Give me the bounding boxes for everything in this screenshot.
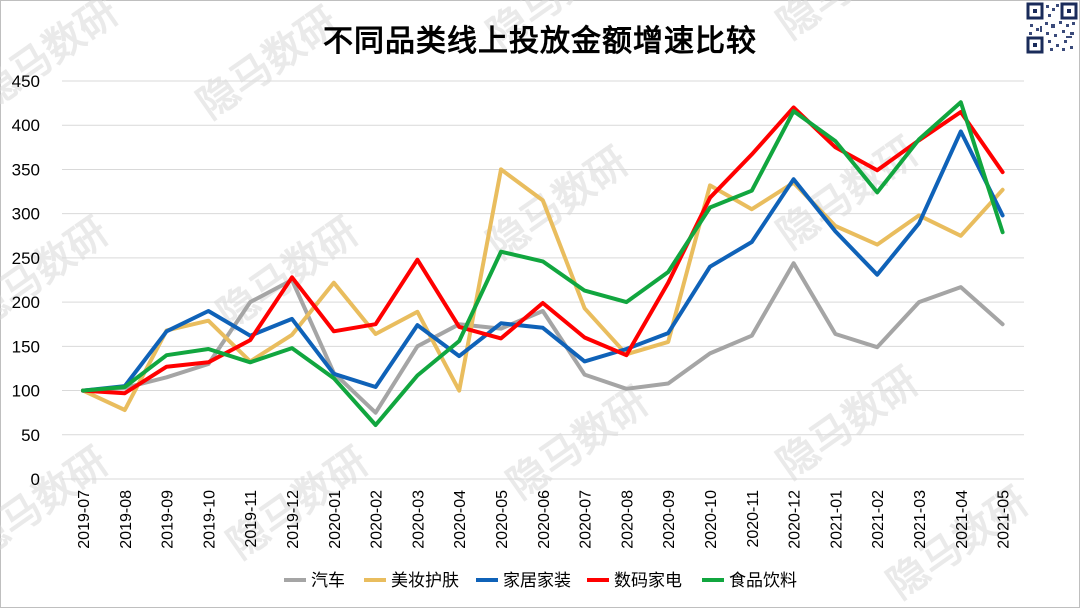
y-tick-label: 250 <box>12 249 40 268</box>
legend-label: 食品饮料 <box>729 571 797 591</box>
legend-label: 美妆护肤 <box>391 571 459 591</box>
watermark-text: 隐马数研 <box>769 359 926 488</box>
x-tick-label: 2019-08 <box>118 490 135 549</box>
chart-title: 不同品类线上投放金额增速比较 <box>323 24 757 59</box>
x-tick-label: 2021-04 <box>954 490 971 549</box>
qr-code-icon <box>1026 2 1078 54</box>
series-lines <box>81 100 1005 427</box>
x-tick-label: 2021-03 <box>912 490 929 549</box>
series-line-数码家电 <box>81 105 1005 396</box>
watermark-text: 隐马数研 <box>499 379 656 508</box>
x-tick-label: 2020-10 <box>703 490 720 549</box>
x-tick-label: 2020-04 <box>452 490 469 549</box>
x-tick-label: 2020-06 <box>536 490 553 549</box>
y-tick-label: 0 <box>31 470 40 489</box>
x-tick-label: 2020-07 <box>578 490 595 549</box>
series-line-家居家装 <box>81 129 1005 393</box>
x-tick-label: 2020-11 <box>745 490 762 548</box>
y-tick-label: 100 <box>12 382 40 401</box>
legend-label: 家居家装 <box>503 571 571 591</box>
y-tick-label: 200 <box>12 293 40 312</box>
x-tick-label: 2019-09 <box>160 490 177 549</box>
x-tick-label: 2020-08 <box>619 490 636 549</box>
x-tick-label: 2020-12 <box>787 490 804 549</box>
legend-label: 数码家电 <box>614 571 682 591</box>
series-line-食品饮料 <box>81 100 1005 427</box>
y-tick-label: 150 <box>12 337 40 356</box>
y-tick-label: 350 <box>12 160 40 179</box>
x-tick-label: 2021-01 <box>828 490 845 549</box>
y-tick-label: 400 <box>12 116 40 135</box>
watermark-text: 隐马数研 <box>769 129 926 258</box>
x-tick-label: 2020-09 <box>661 490 678 549</box>
series-line-汽车 <box>81 261 1005 415</box>
y-axis-ticks: 0 50 100 150 200 250 300 350 400 450 <box>12 72 40 489</box>
watermark-text: 隐马数研 <box>479 139 636 268</box>
watermark-text: 隐马数研 <box>0 439 117 568</box>
x-tick-label: 2021-05 <box>996 490 1013 549</box>
x-tick-label: 2020-02 <box>369 490 386 549</box>
x-tick-label: 2020-01 <box>327 490 344 549</box>
x-tick-label: 2019-10 <box>201 490 218 549</box>
legend: 汽车 美妆护肤 家居家装 数码家电 食品饮料 <box>284 571 797 591</box>
y-tick-label: 50 <box>21 426 40 445</box>
watermark-text: 隐马数研 <box>0 209 117 338</box>
x-tick-label: 2020-05 <box>494 490 511 549</box>
y-tick-label: 450 <box>12 72 40 91</box>
x-tick-label: 2019-12 <box>285 490 302 549</box>
x-tick-label: 2021-02 <box>870 490 887 549</box>
x-tick-label: 2020-03 <box>410 490 427 549</box>
x-tick-label: 2019-11 <box>243 490 260 548</box>
x-axis-ticks: 2019-07 2019-08 2019-09 2019-10 2019-11 2019-… <box>76 490 1013 549</box>
legend-label: 汽车 <box>311 571 345 591</box>
y-tick-label: 300 <box>12 205 40 224</box>
x-tick-label: 2019-07 <box>76 490 93 549</box>
